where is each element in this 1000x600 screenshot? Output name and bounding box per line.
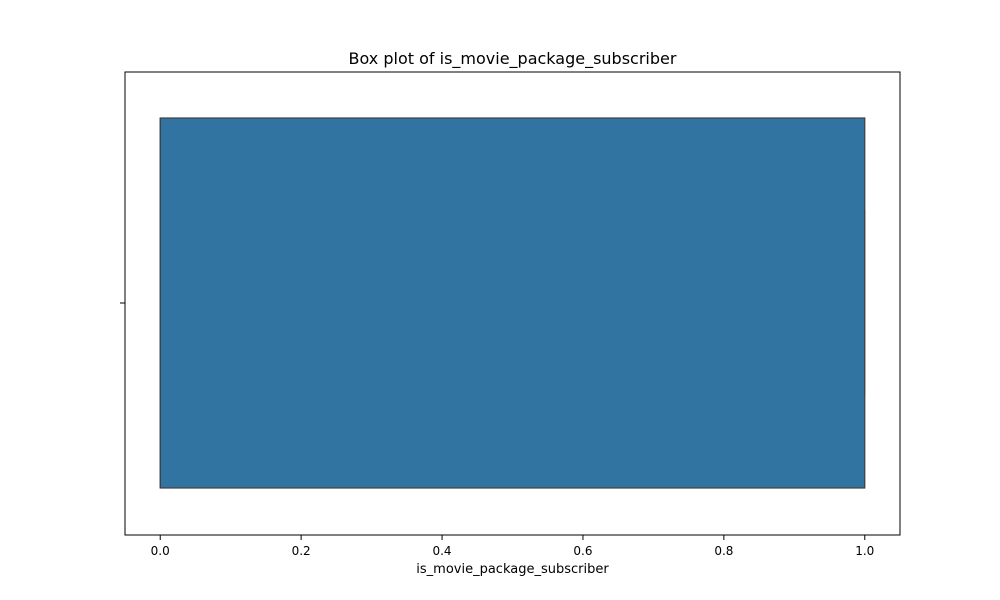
box-iqr xyxy=(159,117,866,489)
box-plot-box xyxy=(159,117,866,489)
x-tick-label: 1.0 xyxy=(855,544,874,558)
chart-title: Box plot of is_movie_package_subscriber xyxy=(349,49,677,69)
x-axis-ticks: 0.0 0.2 0.4 0.6 0.8 1.0 xyxy=(151,535,874,558)
x-tick-label: 0.4 xyxy=(432,544,451,558)
x-tick-label: 0.2 xyxy=(292,544,311,558)
x-axis-label: is_movie_package_subscriber xyxy=(416,562,609,577)
x-tick-label: 0.8 xyxy=(714,544,733,558)
x-tick-label: 0.6 xyxy=(573,544,592,558)
x-tick-label: 0.0 xyxy=(151,544,170,558)
